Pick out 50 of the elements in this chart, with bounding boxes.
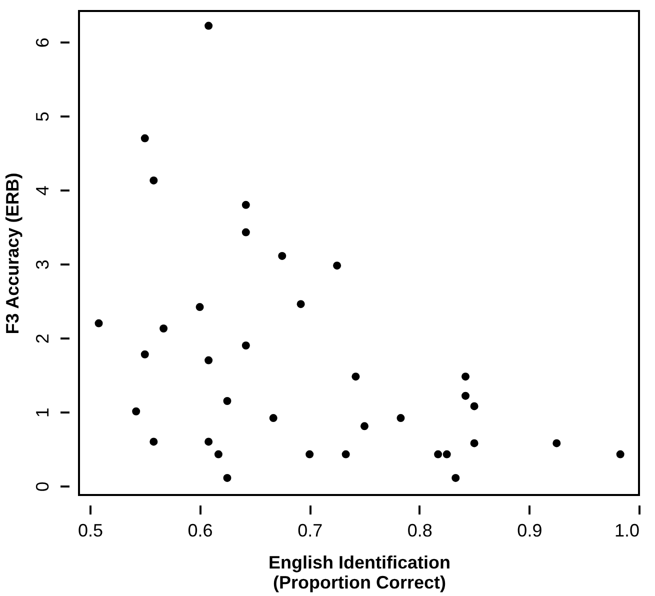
y-tick-label: 5 [32,112,52,122]
point [242,200,250,209]
x-axis-title: English Identification (Proportion Correct) [268,552,451,592]
point [160,324,168,332]
point [470,439,478,448]
point [132,407,140,416]
y-tick-label: 4 [32,186,52,196]
point [278,252,286,260]
point [462,372,470,381]
point [333,262,342,270]
point [434,450,442,458]
y-tick-label: 0 [32,482,52,492]
x-tick-label: 1.0 [614,520,640,540]
point [342,450,350,458]
point [552,439,561,448]
point [360,422,368,430]
point [214,450,222,458]
point [204,356,213,364]
point [352,372,360,381]
x-tick-label: 0.8 [407,520,432,540]
point [269,414,278,422]
point [140,350,149,358]
point [616,450,624,458]
x-tick-label: 0.7 [298,520,323,540]
point [242,342,250,350]
point [204,438,213,446]
point [150,438,158,446]
y-tick-label: 1 [32,408,52,418]
y-tick-label: 6 [32,38,52,48]
x-tick-label: 0.5 [78,520,103,540]
point [452,474,460,482]
x-tick-label: 0.9 [517,520,542,540]
point [196,303,204,312]
point [296,300,305,308]
point [223,397,232,406]
point [462,392,470,400]
point [94,319,103,328]
point [306,450,314,458]
point [442,450,451,458]
point [242,228,250,236]
point [223,474,232,482]
point [204,22,213,30]
point [470,402,478,410]
y-tick-label: 3 [32,260,52,270]
y-tick-label: 2 [32,334,52,344]
point [396,414,405,422]
x-tick-label: 0.6 [188,520,213,540]
point [140,134,149,142]
point [150,176,158,184]
y-axis-title: F3 Accuracy (ERB) [2,172,22,334]
